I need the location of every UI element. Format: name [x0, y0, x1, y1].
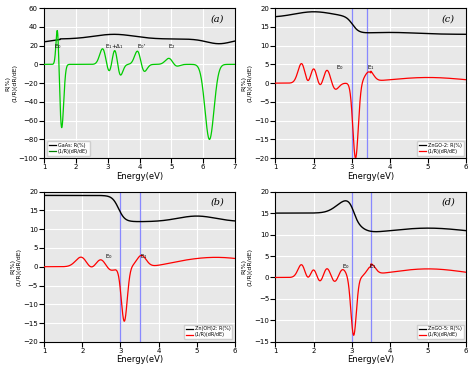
Text: E$_1$: E$_1$	[369, 262, 376, 271]
X-axis label: Energy(eV): Energy(eV)	[116, 172, 163, 181]
Y-axis label: R(%)
(1/R)(dR/dE): R(%) (1/R)(dR/dE)	[10, 248, 22, 286]
Text: E$_0$: E$_0$	[337, 63, 344, 72]
Text: E$_0$: E$_0$	[342, 262, 350, 271]
Legend: Zn(OH)2: R(%), (1/R)(dR/dE): Zn(OH)2: R(%), (1/R)(dR/dE)	[183, 324, 232, 339]
X-axis label: Energy(eV): Energy(eV)	[347, 356, 394, 364]
Legend: ZnGO-2: R(%), (1/R)(dR/dE): ZnGO-2: R(%), (1/R)(dR/dE)	[417, 141, 464, 156]
Text: E$_0$: E$_0$	[54, 42, 62, 51]
Text: (b): (b)	[210, 198, 224, 207]
Y-axis label: R(%)
(1/R)(dR/dE): R(%) (1/R)(dR/dE)	[241, 64, 253, 102]
Y-axis label: R(%)
(1/R)(dR/dE): R(%) (1/R)(dR/dE)	[6, 64, 17, 102]
Y-axis label: R(%)
(1/R)(dR/dE): R(%) (1/R)(dR/dE)	[241, 248, 253, 286]
Text: E$_2$: E$_2$	[167, 42, 175, 51]
Text: E$_0$: E$_0$	[105, 252, 113, 261]
Text: E$_1$: E$_1$	[139, 252, 147, 261]
Legend: ZnGO-5: R(%), (1/R)(dR/dE): ZnGO-5: R(%), (1/R)(dR/dE)	[417, 324, 464, 339]
Text: E$_1$+$\Delta_1$: E$_1$+$\Delta_1$	[105, 42, 123, 51]
Text: (a): (a)	[210, 14, 224, 23]
X-axis label: Energy(eV): Energy(eV)	[347, 172, 394, 181]
Text: (c): (c)	[441, 14, 455, 23]
Text: E$_0$': E$_0$'	[137, 42, 146, 51]
X-axis label: Energy(eV): Energy(eV)	[116, 356, 163, 364]
Text: (d): (d)	[441, 198, 455, 207]
Legend: GaAs: R(%), (1/R)(dR/dE): GaAs: R(%), (1/R)(dR/dE)	[46, 141, 90, 156]
Text: E$_1$: E$_1$	[367, 63, 374, 72]
